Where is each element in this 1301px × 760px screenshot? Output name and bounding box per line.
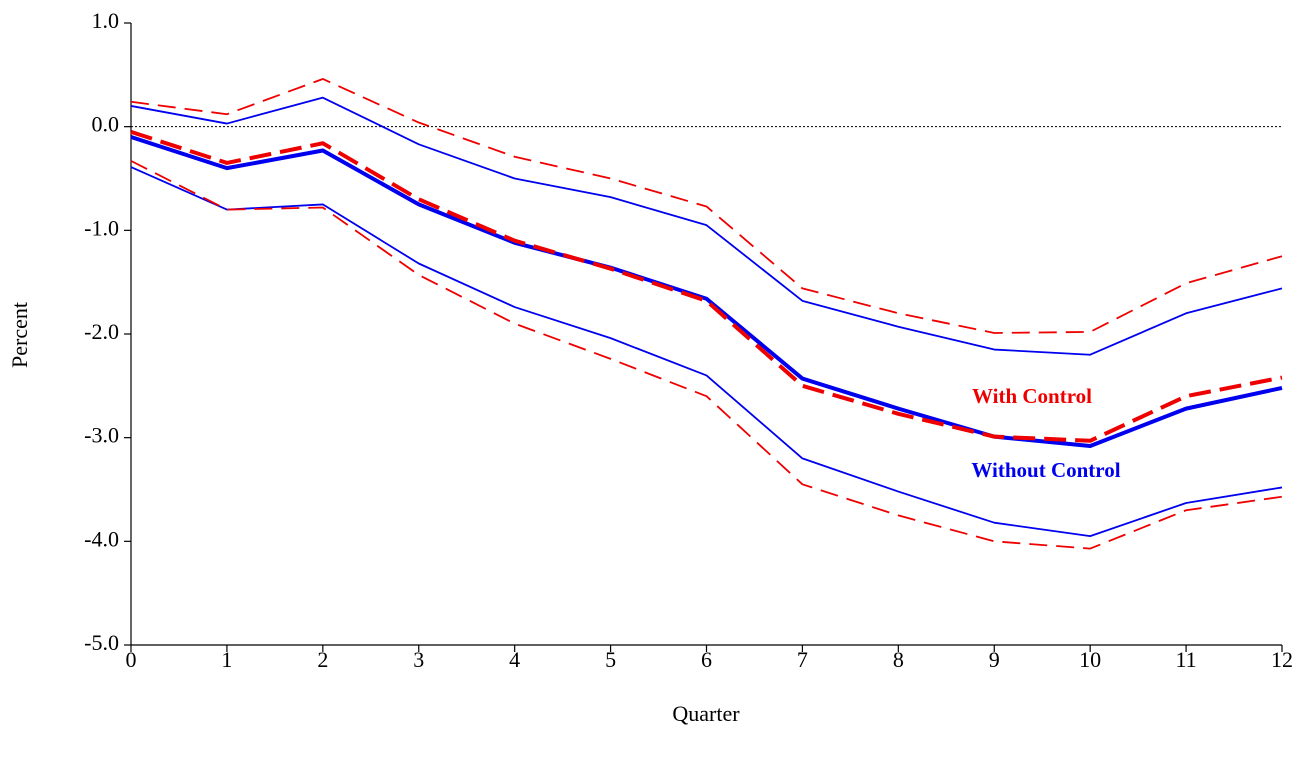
- x-tick-label: 2: [317, 647, 328, 672]
- y-tick-label: -3.0: [84, 423, 119, 448]
- x-tick-label: 6: [701, 647, 712, 672]
- y-tick-label: -4.0: [84, 526, 119, 551]
- y-tick-label: 0.0: [92, 112, 120, 137]
- x-tick-label: 9: [989, 647, 1000, 672]
- x-tick-label: 8: [893, 647, 904, 672]
- series-line: [130, 135, 1283, 448]
- series-line: [130, 96, 1283, 356]
- y-axis-label: Percent: [7, 302, 32, 368]
- x-tick-label: 10: [1079, 647, 1101, 672]
- x-tick-label: 5: [605, 647, 616, 672]
- x-tick-label: 12: [1271, 647, 1293, 672]
- series-label: Without Control: [971, 458, 1120, 482]
- x-tick-label: 3: [413, 647, 424, 672]
- y-tick-label: -5.0: [84, 630, 119, 655]
- series-line: [130, 129, 1283, 443]
- x-tick-label: 7: [797, 647, 808, 672]
- x-tick-label: 11: [1175, 647, 1196, 672]
- x-tick-label: 0: [126, 647, 137, 672]
- y-tick-label: -1.0: [84, 215, 119, 240]
- series-line: [130, 160, 1283, 550]
- y-tick-label: 1.0: [92, 8, 120, 33]
- x-tick-label: 1: [221, 647, 232, 672]
- series-label: With Control: [972, 384, 1092, 408]
- x-axis-label: Quarter: [672, 701, 740, 726]
- series-line: [130, 78, 1283, 334]
- series-line: [130, 166, 1283, 538]
- x-tick-label: 4: [509, 647, 520, 672]
- y-tick-label: -2.0: [84, 319, 119, 344]
